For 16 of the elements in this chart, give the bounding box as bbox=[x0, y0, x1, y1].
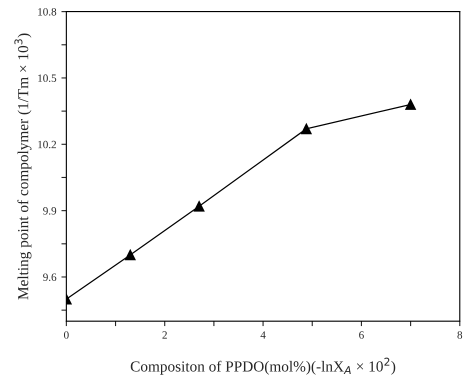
y-tick-label: 9.9 bbox=[43, 207, 56, 215]
x-axis-title: Compositon of PPDO(mol%)(-lnX$_{A}$ × 10$^{2}$) bbox=[130, 358, 396, 375]
y-tick-label: 10.8 bbox=[38, 8, 56, 16]
point bbox=[194, 200, 205, 212]
x-tick-label: 0 bbox=[64, 331, 69, 339]
y-axis-title: Melting point of compolymer (1/Tm × 10$^{3}$) bbox=[14, 34, 32, 300]
x-tick-label: 4 bbox=[260, 331, 266, 339]
y-tick-label: 9.6 bbox=[43, 273, 56, 281]
x-tick-label: 6 bbox=[359, 331, 364, 339]
x-tick-label: 2 bbox=[162, 331, 167, 339]
y-tick-label: 10.2 bbox=[38, 140, 56, 148]
point bbox=[405, 99, 416, 110]
y-tick-label: 10.5 bbox=[38, 74, 56, 82]
point bbox=[300, 123, 312, 134]
x-tick-label: 8 bbox=[457, 331, 462, 339]
point bbox=[124, 249, 136, 260]
